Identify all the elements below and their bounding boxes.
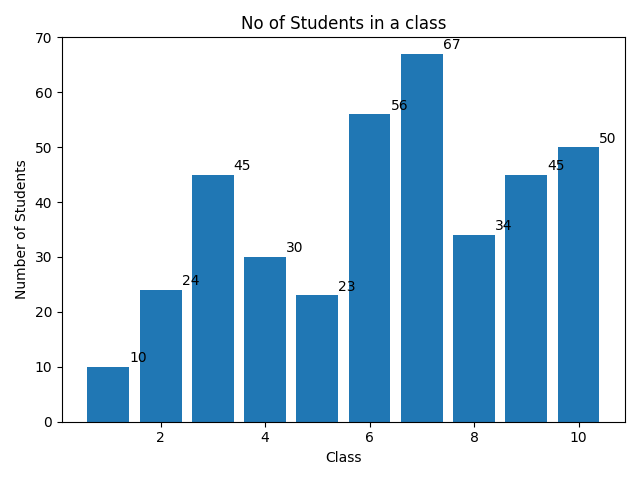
Bar [557, 147, 600, 422]
Text: 67: 67 [443, 38, 460, 52]
Bar [88, 367, 129, 422]
Text: 30: 30 [286, 241, 303, 255]
Bar [401, 54, 443, 422]
Bar [244, 257, 286, 422]
Text: 50: 50 [600, 132, 617, 145]
Text: 24: 24 [182, 274, 199, 288]
Text: 56: 56 [390, 98, 408, 113]
X-axis label: Class: Class [325, 451, 362, 465]
Bar [506, 175, 547, 422]
Text: 45: 45 [547, 159, 564, 173]
Bar [349, 114, 390, 422]
Y-axis label: Number of Students: Number of Students [15, 160, 29, 300]
Bar [453, 235, 495, 422]
Text: 34: 34 [495, 219, 513, 233]
Text: 45: 45 [234, 159, 252, 173]
Title: No of Students in a class: No of Students in a class [241, 15, 446, 33]
Bar [296, 295, 338, 422]
Text: 10: 10 [129, 351, 147, 365]
Bar [140, 290, 182, 422]
Bar [192, 175, 234, 422]
Text: 23: 23 [338, 280, 356, 294]
